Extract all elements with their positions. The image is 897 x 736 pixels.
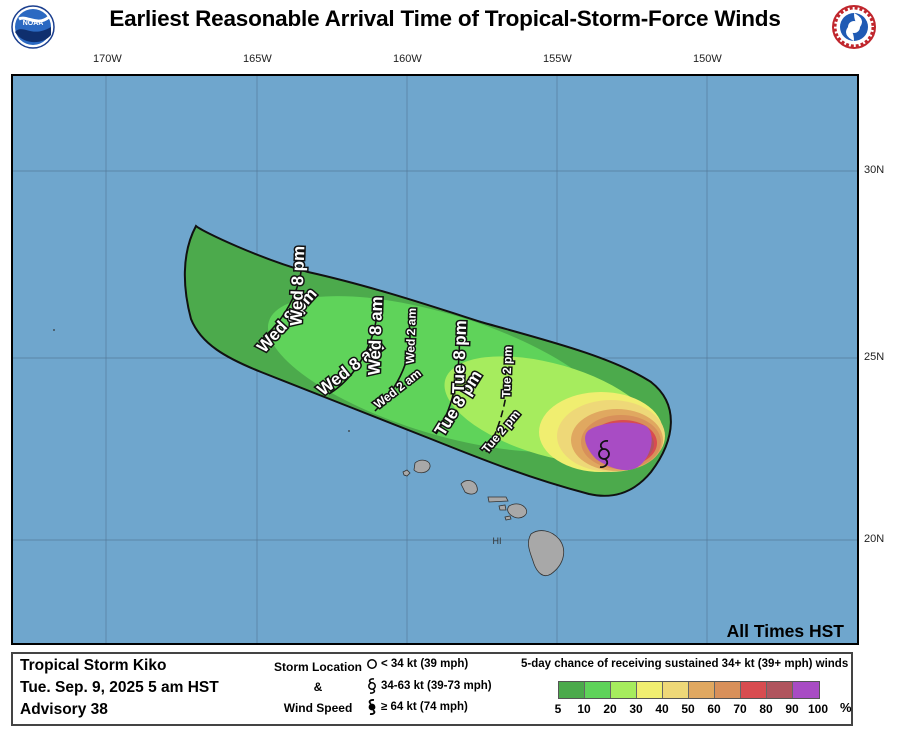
probability-scale-title: 5-day chance of receiving sustained 34+ …	[521, 658, 849, 670]
ampersand-label: &	[313, 680, 323, 694]
probability-scale-label: 70	[733, 702, 747, 716]
probability-swatch	[741, 682, 767, 698]
probability-scale-label: 100	[807, 702, 829, 716]
probability-scale-label: 90	[785, 702, 799, 716]
hawaiian-islands	[402, 459, 565, 577]
hurricane-icon	[368, 699, 376, 715]
storm-location-title: Storm Location	[273, 660, 362, 674]
island-oahu	[460, 480, 478, 495]
probability-swatch	[585, 682, 611, 698]
probability-swatch	[715, 682, 741, 698]
symbol-label: < 34 kt (39 mph)	[381, 658, 469, 670]
probability-scale-label: 30	[629, 702, 643, 716]
percent-unit: %	[840, 700, 852, 715]
circle-icon	[367, 659, 377, 669]
probability-scale-label: 5	[554, 702, 562, 716]
page-title: Earliest Reasonable Arrival Time of Trop…	[109, 6, 781, 31]
lon-label: 150W	[693, 53, 722, 65]
contour-wed-2am	[374, 321, 411, 412]
probability-scale-label: 60	[707, 702, 721, 716]
tropical-storm-icon	[368, 678, 376, 694]
lat-labels: 30N 25N 20N	[864, 0, 897, 600]
contour-label: Wed 2 am	[403, 308, 419, 364]
contour-label: Tue 2 pm	[499, 346, 515, 398]
swath-outline	[183, 224, 672, 497]
island-niihau	[402, 469, 411, 477]
map-frame	[11, 74, 859, 645]
probability-scale-label: 20	[603, 702, 617, 716]
atoll-specks	[53, 329, 350, 432]
legend-panel: Tropical Storm Kiko Tue. Sep. 9, 2025 5 …	[11, 652, 853, 726]
probability-swatch	[611, 682, 637, 698]
contour-tue-8pm	[435, 327, 461, 435]
symbol-label: ≥ 64 kt (74 mph)	[381, 701, 468, 713]
lon-label: 155W	[543, 53, 572, 65]
svg-text:NOAA: NOAA	[23, 20, 44, 27]
probability-scale-label: 50	[681, 702, 695, 716]
symbol-label: 34-63 kt (39-73 mph)	[381, 680, 492, 692]
probability-swatch	[689, 682, 715, 698]
island-kauai	[413, 459, 431, 474]
wind-speed-title: Wind Speed	[283, 701, 353, 715]
storm-name: Tropical Storm Kiko	[20, 657, 167, 674]
noaa-logo: NOAA	[11, 5, 55, 49]
probability-color-scale	[558, 681, 820, 699]
contour-wed-8am	[328, 295, 379, 395]
lat-label: 25N	[864, 351, 885, 363]
probability-swatch	[559, 682, 585, 698]
probability-swatch	[663, 682, 689, 698]
lat-label: 20N	[864, 533, 885, 545]
arrival-contours	[260, 248, 511, 453]
map-panel: Wed 8 pm Wed 8 pm Wed 8 am Wed 8 am Wed …	[11, 74, 859, 645]
probability-scale-labels: 5 10 20 30 40 50 60 70 80 90 100	[548, 702, 858, 718]
probability-scale-label: 80	[759, 702, 773, 716]
island-molokai	[487, 496, 509, 503]
probability-swatch	[767, 682, 793, 698]
lon-label: 165W	[243, 53, 272, 65]
times-note: All Times HST	[727, 621, 845, 641]
probability-scale-label: 10	[577, 702, 591, 716]
legend-symbol-row: < 34 kt (39 mph)	[366, 658, 468, 670]
contour-label: Tue 8 pm	[449, 320, 471, 394]
contour-label: Wed 8 am	[365, 296, 387, 376]
island-hawaii	[528, 530, 565, 577]
storm-position-icon	[598, 440, 610, 468]
island-kahoolawe	[504, 515, 512, 521]
storm-date: Tue. Sep. 9, 2025 5 am HST	[20, 679, 219, 696]
contour-label: Wed 8 pm	[287, 246, 309, 327]
nws-logo	[832, 5, 876, 49]
lon-label: 170W	[93, 53, 122, 65]
storm-advisory: Advisory 38	[20, 701, 108, 718]
probability-swatch	[637, 682, 663, 698]
probability-swatch	[793, 682, 819, 698]
region-label: HI	[493, 536, 502, 546]
lon-label: 160W	[393, 53, 422, 65]
legend-symbol-row: ≥ 64 kt (74 mph)	[366, 699, 468, 715]
lon-labels: 170W 165W 160W 155W 150W	[0, 53, 897, 67]
lat-label: 30N	[864, 164, 885, 176]
contour-wed-8pm	[260, 248, 304, 341]
island-lanai	[498, 504, 507, 511]
island-maui	[507, 503, 528, 519]
probability-scale-label: 40	[655, 702, 669, 716]
legend-symbol-row: 34-63 kt (39-73 mph)	[366, 678, 492, 694]
